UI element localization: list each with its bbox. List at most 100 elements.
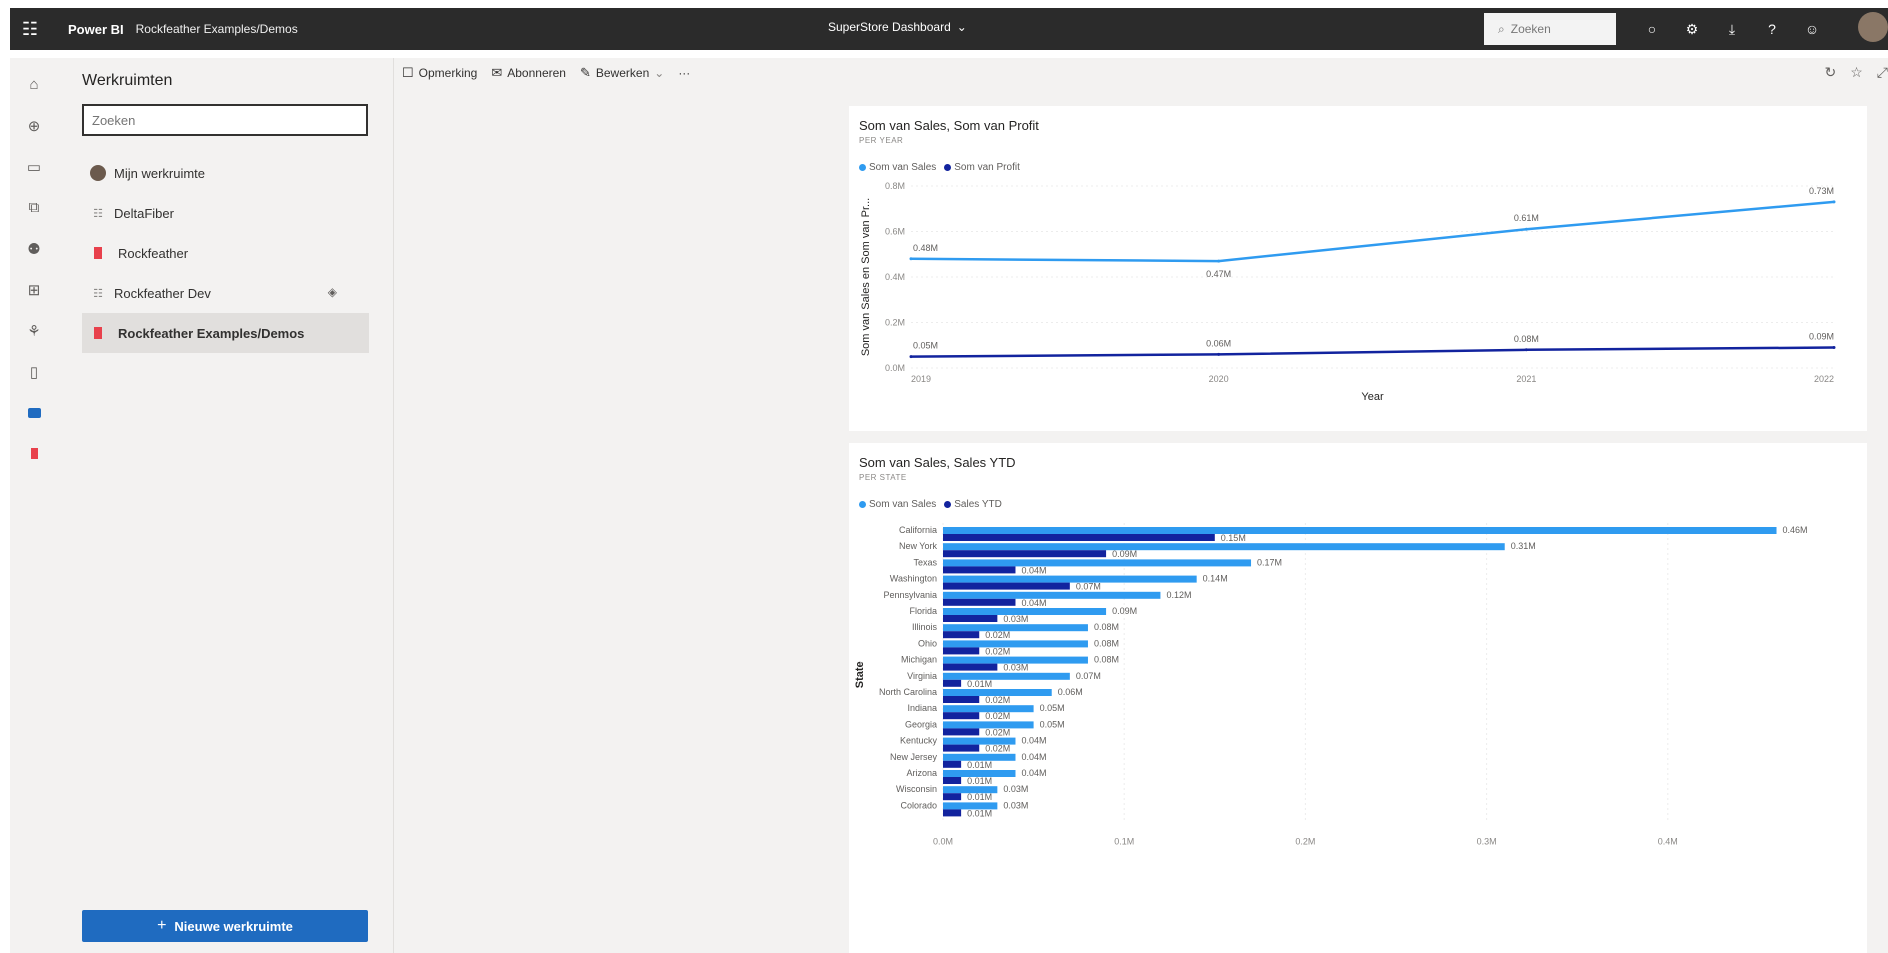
workspace-item-rockfeather[interactable]: Rockfeather — [82, 233, 369, 273]
star-icon[interactable]: ☆ — [1850, 64, 1863, 80]
brand-label[interactable]: Power BI — [68, 21, 124, 37]
help-icon[interactable]: ? — [1768, 21, 1776, 37]
data-label: 0.61M — [1514, 213, 1539, 223]
bar-sales-ytd — [943, 744, 980, 752]
category-label: New Jersey — [890, 752, 938, 762]
data-label-sales-ytd: 0.03M — [1003, 663, 1028, 673]
category-label: Pennsylvania — [883, 590, 937, 600]
workspace-item-label: Rockfeather Dev — [114, 285, 211, 301]
workspace-item-mijn-werkruimte[interactable]: Mijn werkruimte — [82, 153, 369, 193]
legend-dot — [859, 501, 866, 508]
top-icons: ○ ⚙ ⤓ ? ☺ — [1632, 8, 1832, 50]
pencil-icon: ✎ — [579, 65, 591, 80]
category-label: Kentucky — [900, 736, 938, 746]
workspaces-icon[interactable] — [10, 392, 58, 433]
workspace-item-rockfeather-dev[interactable]: ☷ Rockfeather Dev ◈ — [82, 273, 369, 313]
data-label-sales-ytd: 0.09M — [1112, 549, 1137, 559]
legend-dot — [944, 501, 952, 508]
legend-dot — [944, 164, 952, 171]
category-label: Colorado — [900, 800, 937, 810]
home-icon[interactable]: ⌂ — [29, 76, 39, 93]
goals-icon[interactable]: ⚉ — [27, 240, 41, 258]
breadcrumb-workspace[interactable]: Rockfeather Examples/Demos — [135, 22, 298, 36]
browse-icon[interactable]: ▭ — [26, 158, 42, 176]
data-label-sales: 0.08M — [1094, 655, 1119, 665]
data-label-sales-ytd: 0.04M — [1021, 565, 1046, 575]
deployment-icon[interactable]: ⚘ — [27, 322, 41, 340]
bar-sales — [943, 624, 1088, 632]
bar-chart-tile[interactable]: Som van Sales, Sales YTD PER STATE Som v… — [849, 443, 1867, 953]
data-point — [1524, 348, 1528, 352]
data-point — [1832, 200, 1836, 204]
legend-item-sales-ytd[interactable]: Sales YTD — [944, 499, 1002, 510]
bar-sales-ytd — [943, 534, 1215, 541]
x-axis-title: Year — [1361, 391, 1384, 403]
global-search-input[interactable]: ⌕ Zoeken — [1484, 13, 1616, 45]
datahub-icon[interactable]: ⧉ — [28, 199, 40, 216]
comment-button[interactable]: ☐ Opmerking — [402, 65, 477, 81]
group-icon: ☷ — [93, 207, 103, 220]
chevron-down-icon: ⌄ — [956, 20, 967, 34]
subscribe-button[interactable]: ✉ Abonneren — [491, 65, 566, 81]
bar-sales-ytd — [943, 809, 962, 817]
data-label-sales-ytd: 0.02M — [985, 711, 1010, 721]
expand-icon[interactable]: ⤢ — [1876, 64, 1888, 80]
action-bar: ☐ Opmerking ✉ Abonneren ✎ Bewerken ⌄ ···… — [394, 58, 1888, 88]
legend-item-profit[interactable]: Som van Profit — [944, 162, 1020, 173]
bell-icon[interactable]: ○ — [1647, 21, 1657, 37]
current-workspace-icon[interactable] — [10, 433, 58, 474]
new-workspace-label: Nieuwe werkruimte — [174, 918, 293, 934]
more-options-button[interactable]: ··· — [678, 66, 690, 80]
bar-sales — [943, 705, 1034, 713]
user-avatar[interactable] — [1858, 12, 1888, 42]
data-label-sales-ytd: 0.01M — [967, 760, 992, 770]
legend-item-sales[interactable]: Som van Sales — [859, 499, 936, 510]
create-icon[interactable]: ⊕ — [27, 117, 41, 135]
workspaces-pane: Werkruimten Mijn werkruimte ☷ DeltaFiber… — [58, 58, 394, 953]
workspace-item-deltafiber[interactable]: ☷ DeltaFiber — [82, 193, 369, 233]
workspace-search-input[interactable] — [82, 104, 368, 136]
bar-sales-ytd — [943, 679, 962, 687]
dashboard-title-menu[interactable]: SuperStore Dashboard ⌄ — [828, 20, 967, 34]
edit-button[interactable]: ✎ Bewerken ⌄ — [580, 65, 664, 81]
global-search-placeholder: Zoeken — [1510, 22, 1551, 36]
comment-icon: ☐ — [402, 65, 414, 80]
x-tick-label: 0.4M — [1658, 837, 1678, 847]
bar-sales-ytd — [943, 647, 980, 655]
legend-item-sales[interactable]: Som van Sales — [859, 162, 936, 173]
more-label: ··· — [678, 66, 691, 80]
workspace-item-rockfeather-examples[interactable]: Rockfeather Examples/Demos — [82, 313, 369, 353]
smiley-icon[interactable]: ☺ — [1804, 21, 1820, 37]
new-workspace-button[interactable]: + Nieuwe werkruimte — [82, 910, 368, 942]
workspaces-title: Werkruimten — [82, 72, 173, 89]
data-label-sales-ytd: 0.02M — [985, 630, 1010, 640]
bar-sales — [943, 640, 1088, 648]
bar-sales-ytd — [943, 566, 1016, 574]
avatar-icon — [90, 165, 106, 181]
download-icon[interactable]: ⤓ — [1728, 20, 1736, 37]
y-tick-label: 0.6M — [885, 227, 905, 237]
bar-sales — [943, 575, 1197, 583]
data-label-sales: 0.04M — [1021, 752, 1046, 762]
refresh-icon[interactable]: ↻ — [1824, 64, 1837, 80]
data-label-sales: 0.17M — [1257, 557, 1282, 567]
learn-icon[interactable]: ▯ — [29, 363, 39, 381]
legend-label: Som van Sales — [869, 499, 937, 510]
gear-icon[interactable]: ⚙ — [1685, 20, 1699, 37]
data-label: 0.47M — [1206, 269, 1231, 279]
data-label: 0.09M — [1809, 332, 1834, 342]
bar-sales-ytd — [943, 777, 962, 784]
category-label: Ohio — [918, 638, 937, 648]
y-tick-label: 0.4M — [885, 272, 905, 282]
subscribe-label: Abonneren — [507, 66, 566, 80]
apps-icon[interactable]: ⊞ — [27, 281, 41, 299]
bar-sales-ytd — [943, 582, 1070, 590]
data-label-sales-ytd: 0.01M — [967, 808, 992, 818]
mail-icon: ✉ — [491, 65, 503, 80]
workspace-item-label: Rockfeather — [118, 245, 189, 261]
bar-sales-ytd — [943, 712, 980, 720]
line-chart-tile[interactable]: Som van Sales, Som van Profit PER YEAR S… — [849, 106, 1867, 431]
edit-label: Bewerken — [595, 66, 650, 80]
app-launcher-icon[interactable]: ☷ — [21, 18, 39, 39]
data-label-sales-ytd: 0.02M — [985, 744, 1010, 754]
